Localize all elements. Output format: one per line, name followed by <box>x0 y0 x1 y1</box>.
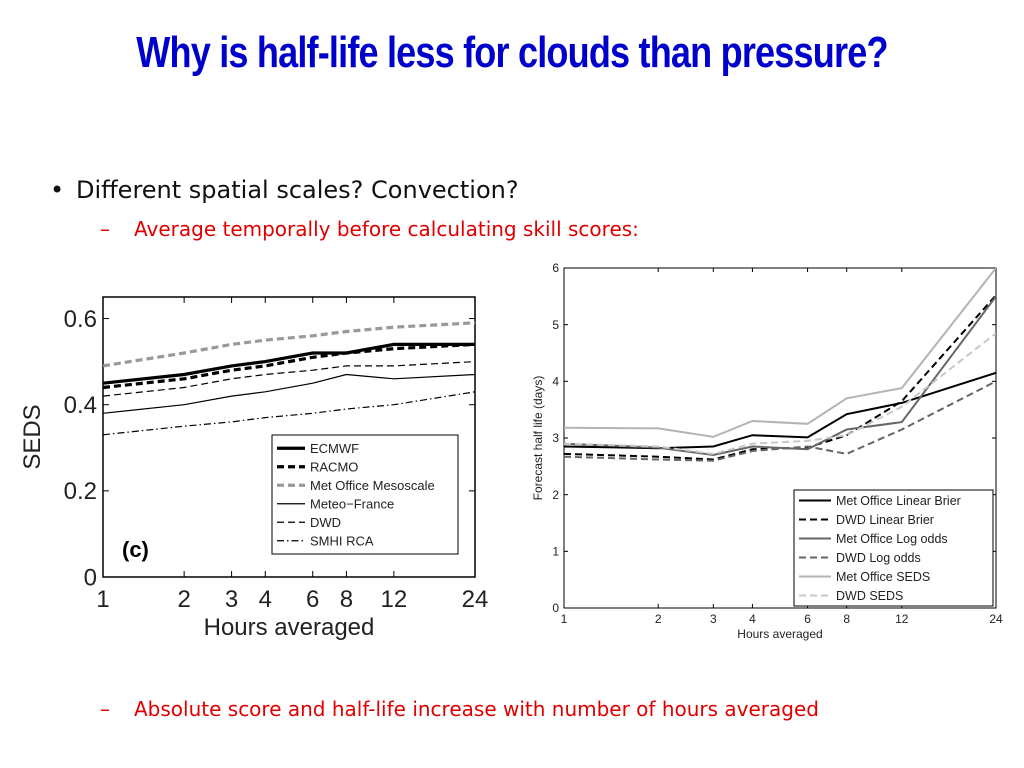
x-tick-label: 2 <box>655 612 662 626</box>
x-tick-label: 4 <box>749 612 756 626</box>
x-tick-label: 3 <box>225 586 238 613</box>
y-tick-label: 2 <box>552 488 559 502</box>
series-group <box>103 321 475 436</box>
y-tick-label: 1 <box>552 545 559 559</box>
x-tick-label: 8 <box>340 586 353 613</box>
legend-label: DWD Log odds <box>836 551 921 565</box>
sub-bullet-2: – Absolute score and half-life increase w… <box>100 697 819 721</box>
bullet-item: • Different spatial scales? Convection? <box>50 176 519 204</box>
x-tick-label: 4 <box>259 586 272 613</box>
x-tick-label: 12 <box>381 586 408 613</box>
y-tick-label: 3 <box>552 431 559 445</box>
sub-bullet-2-text: Absolute score and half-life increase wi… <box>134 697 819 721</box>
legend-label: Met Office SEDS <box>836 570 930 584</box>
y-tick-label: 0.6 <box>64 306 97 333</box>
x-tick-label: 2 <box>177 586 190 613</box>
slide-title: Why is half-life less for clouds than pr… <box>136 28 888 77</box>
sub-bullet-1-text: Average temporally before calculating sk… <box>134 217 639 241</box>
sub-bullet-1: – Average temporally before calculating s… <box>100 217 639 241</box>
series-line <box>564 295 996 457</box>
series-line <box>103 391 475 436</box>
y-tick-label: 0 <box>552 601 559 615</box>
y-tick-label: 0.2 <box>64 478 97 505</box>
series-line <box>103 342 475 385</box>
bullet-text: Different spatial scales? Convection? <box>76 176 519 204</box>
x-tick-label: 3 <box>710 612 717 626</box>
series-line <box>564 332 996 455</box>
series-line <box>103 373 475 414</box>
series-line <box>564 294 996 461</box>
legend-label: Met Office Log odds <box>836 532 948 546</box>
y-tick-label: 0 <box>84 564 97 591</box>
legend-label: Met Office Linear Brier <box>836 494 961 508</box>
y-axis-label: SEDS <box>19 404 46 469</box>
x-tick-label: 1 <box>96 586 109 613</box>
x-tick-label: 6 <box>804 612 811 626</box>
x-tick-label: 1 <box>561 612 568 626</box>
legend-label: Met Office Mesoscale <box>310 478 435 493</box>
series-line <box>103 321 475 368</box>
legend-label: ECMWF <box>310 441 359 456</box>
legend-label: SMHI RCA <box>310 533 374 548</box>
panel-label: (c) <box>122 537 149 562</box>
series-line <box>103 342 475 390</box>
y-tick-label: 0.4 <box>64 392 97 419</box>
legend-label: DWD SEDS <box>836 589 903 603</box>
x-tick-label: 24 <box>989 612 1003 626</box>
x-tick-label: 24 <box>462 586 489 613</box>
y-tick-label: 6 <box>552 261 559 275</box>
legend-label: DWD Linear Brier <box>836 513 934 527</box>
legend-label: RACMO <box>310 459 358 474</box>
dash-mark: – <box>100 217 110 241</box>
series-group <box>564 268 996 462</box>
series-line <box>564 380 996 462</box>
legend-label: Meteo−France <box>310 496 394 511</box>
y-tick-label: 4 <box>552 375 559 389</box>
x-tick-label: 6 <box>306 586 319 613</box>
series-line <box>564 268 996 438</box>
series-line <box>103 361 475 397</box>
y-axis-label: Forecast half life (days) <box>531 376 545 501</box>
legend-box <box>271 434 459 555</box>
bullet-mark: • <box>50 176 65 204</box>
legend-label: DWD <box>310 515 341 530</box>
x-axis-label: Hours averaged <box>737 627 822 641</box>
legend-box <box>793 489 994 607</box>
x-tick-label: 12 <box>895 612 909 626</box>
dash-mark: – <box>100 697 110 721</box>
x-axis-label: Hours averaged <box>204 614 375 641</box>
y-tick-label: 5 <box>552 318 559 332</box>
x-tick-label: 8 <box>843 612 850 626</box>
